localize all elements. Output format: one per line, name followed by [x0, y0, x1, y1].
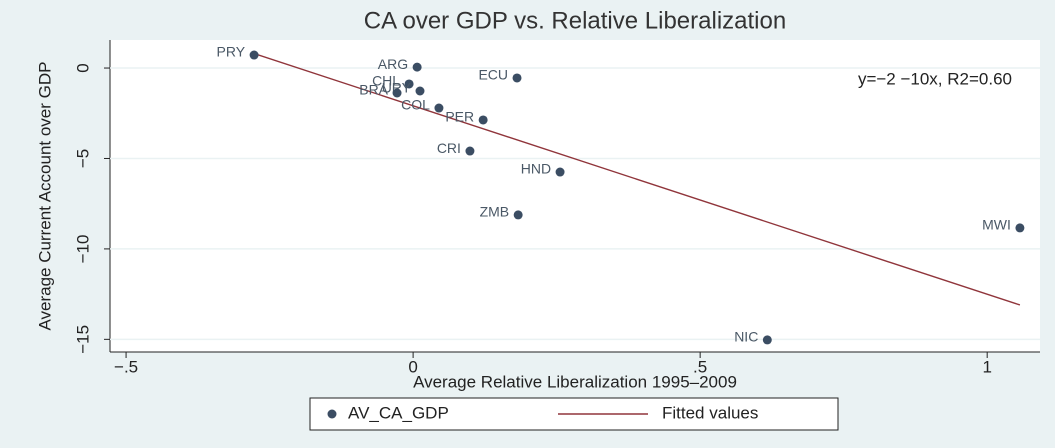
point	[249, 50, 259, 60]
x-tick-label: 0	[408, 357, 417, 376]
plot-area	[110, 40, 1040, 352]
fit-line	[253, 52, 1021, 306]
point	[412, 62, 422, 72]
point	[465, 146, 475, 156]
legend-label: Fitted values	[662, 403, 758, 422]
y-tick-label: 0	[73, 63, 92, 72]
point-label: CRI	[437, 140, 461, 156]
legend-key	[327, 409, 337, 419]
x-tick-label: −.5	[114, 357, 138, 376]
point	[434, 103, 444, 113]
point-label: BRA	[359, 82, 388, 98]
point	[762, 335, 772, 345]
y-axis-title: Average Current Account over GDP	[35, 62, 54, 331]
point	[415, 86, 425, 96]
point-label: NIC	[734, 329, 758, 345]
point	[392, 88, 402, 98]
point-label: CHL	[372, 73, 400, 89]
x-tick-label: 1	[982, 357, 991, 376]
y-tick-label: −10	[73, 234, 92, 263]
point	[478, 115, 488, 125]
legend-label: AV_CA_GDP	[348, 403, 449, 422]
point-label: MWI	[982, 217, 1011, 233]
point	[1015, 223, 1025, 233]
annotation: y=−2 −10x, R2=0.60	[858, 69, 1012, 88]
point-label: HND	[521, 161, 551, 177]
point-label: PER	[445, 109, 474, 125]
y-tick-label: −15	[73, 325, 92, 354]
point-label: PRY	[217, 44, 246, 60]
point	[512, 73, 522, 83]
y-tick-label: −5	[73, 149, 92, 168]
point-label: URY	[382, 80, 412, 96]
point	[513, 210, 523, 220]
chart-title: CA over GDP vs. Relative Liberalization	[364, 7, 786, 34]
x-tick-label: .5	[693, 357, 707, 376]
point-label: ARG	[378, 56, 408, 72]
point-label: COL	[401, 97, 430, 113]
x-axis-title: Average Relative Liberalization 1995–200…	[413, 372, 737, 391]
point-label: ECU	[478, 67, 508, 83]
point	[555, 167, 565, 177]
point-label: ZMB	[480, 204, 510, 220]
point	[404, 79, 414, 89]
